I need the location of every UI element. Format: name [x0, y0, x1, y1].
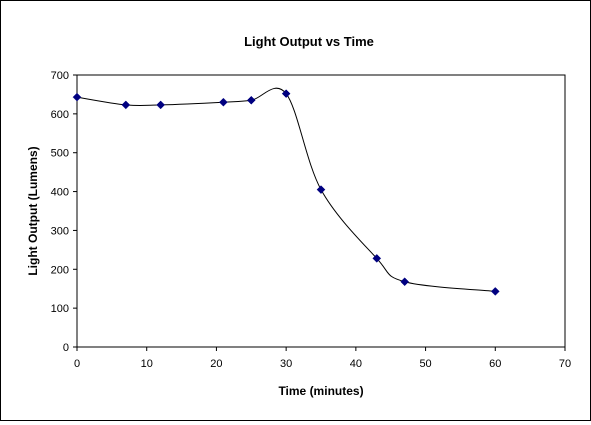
data-point-marker — [246, 95, 256, 105]
y-tick-label: 400 — [51, 187, 69, 199]
x-tick-label: 60 — [489, 358, 501, 370]
y-tick-label: 0 — [63, 342, 69, 354]
x-tick-label: 70 — [559, 358, 571, 370]
data-point-marker — [490, 287, 500, 296]
x-tick-label: 30 — [280, 358, 292, 370]
data-point-marker — [156, 100, 166, 110]
x-tick-label: 20 — [210, 358, 222, 370]
x-axis-ticks: 0 10 20 30 40 50 60 70 — [74, 347, 571, 370]
y-tick-label: 200 — [51, 264, 69, 276]
data-point-marker — [372, 254, 382, 263]
x-axis-label: Time (minutes) — [278, 384, 363, 398]
y-tick-label: 700 — [51, 70, 69, 82]
data-point-marker — [219, 97, 228, 107]
y-axis-ticks: 0 100 200 300 400 500 600 700 — [51, 70, 77, 354]
data-point-marker — [400, 277, 410, 287]
y-tick-label: 600 — [51, 109, 69, 121]
data-point-marker — [72, 92, 82, 102]
x-tick-label: 40 — [350, 358, 362, 370]
y-axis-label: Light Output (Lumens) — [26, 146, 40, 275]
plot-area — [76, 74, 566, 348]
y-tick-label: 300 — [51, 225, 69, 237]
x-tick-label: 10 — [141, 358, 153, 370]
data-point-marker — [281, 89, 291, 99]
data-point-marker — [316, 185, 326, 194]
x-tick-label: 0 — [74, 358, 80, 370]
data-point-marker — [121, 100, 131, 110]
series-group — [72, 87, 500, 296]
x-tick-label: 50 — [419, 358, 431, 370]
chart-title: Light Output vs Time — [244, 34, 374, 49]
y-tick-label: 500 — [51, 148, 69, 160]
y-tick-label: 100 — [51, 303, 69, 315]
